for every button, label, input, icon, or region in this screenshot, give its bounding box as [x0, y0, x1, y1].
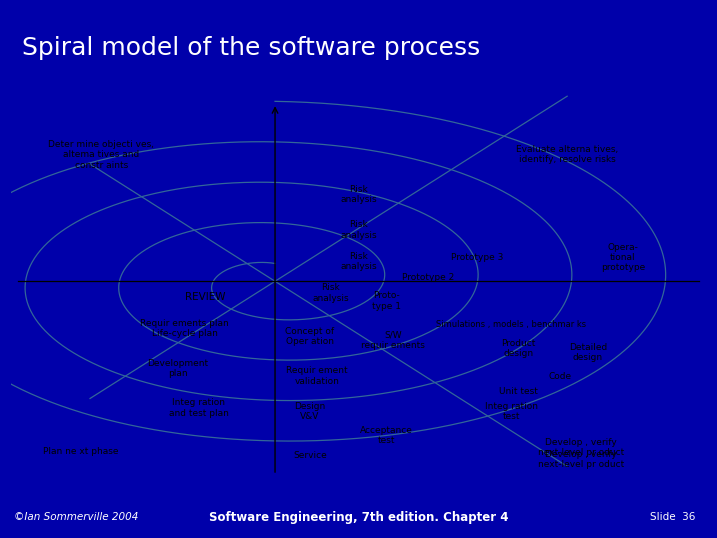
Text: S/W
requir ements: S/W requir ements	[361, 331, 425, 350]
Text: Risk
analysis: Risk analysis	[340, 220, 377, 239]
Text: Acceptance
test: Acceptance test	[360, 426, 413, 445]
Text: Integ ration
and test plan: Integ ration and test plan	[168, 398, 229, 417]
Text: Risk
analysis: Risk analysis	[313, 284, 349, 303]
Text: Prototype 2: Prototype 2	[402, 273, 454, 282]
Text: Service: Service	[293, 451, 327, 460]
Text: Unit test: Unit test	[499, 387, 538, 397]
Text: Proto-
type 1: Proto- type 1	[372, 292, 401, 311]
Text: Code: Code	[549, 372, 571, 381]
Text: Deter mine objecti ves,
altema tives and
constr aints: Deter mine objecti ves, altema tives and…	[48, 140, 154, 169]
Text: Opera-
tional
prototype: Opera- tional prototype	[601, 243, 645, 272]
Text: Detailed
design: Detailed design	[569, 343, 607, 362]
Text: Develop , verify
next-level pr oduct: Develop , verify next-level pr oduct	[538, 450, 625, 469]
Text: Development
plan: Development plan	[147, 358, 208, 378]
Text: Develop , verify
next-level pr oduct: Develop , verify next-level pr oduct	[538, 437, 625, 457]
Text: Evaluate alterna tives,
identify, resolve risks: Evaluate alterna tives, identify, resolv…	[516, 145, 618, 165]
Text: REVIEW: REVIEW	[185, 292, 226, 302]
Text: Software Engineering, 7th edition. Chapter 4: Software Engineering, 7th edition. Chapt…	[209, 511, 508, 524]
Text: Risk
analysis: Risk analysis	[340, 185, 377, 204]
Text: Simulations , models , benchmar ks: Simulations , models , benchmar ks	[437, 320, 587, 329]
Text: Product
design: Product design	[501, 339, 536, 358]
Text: Design
V&V: Design V&V	[294, 402, 326, 421]
Text: Integ ration
test: Integ ration test	[485, 402, 538, 421]
Text: Spiral model of the software process: Spiral model of the software process	[22, 37, 480, 60]
Text: Requir ement
validation: Requir ement validation	[286, 366, 348, 386]
Text: ©Ian Sommerville 2004: ©Ian Sommerville 2004	[14, 512, 138, 522]
Text: Slide  36: Slide 36	[650, 512, 695, 522]
Text: Risk
analysis: Risk analysis	[340, 252, 377, 271]
Text: Plan ne xt phase: Plan ne xt phase	[42, 447, 118, 456]
Text: Prototype 3: Prototype 3	[450, 253, 503, 262]
Text: Requir ements plan
Life-cycle plan: Requir ements plan Life-cycle plan	[141, 319, 229, 338]
Text: Concept of
Oper ation: Concept of Oper ation	[285, 327, 334, 346]
